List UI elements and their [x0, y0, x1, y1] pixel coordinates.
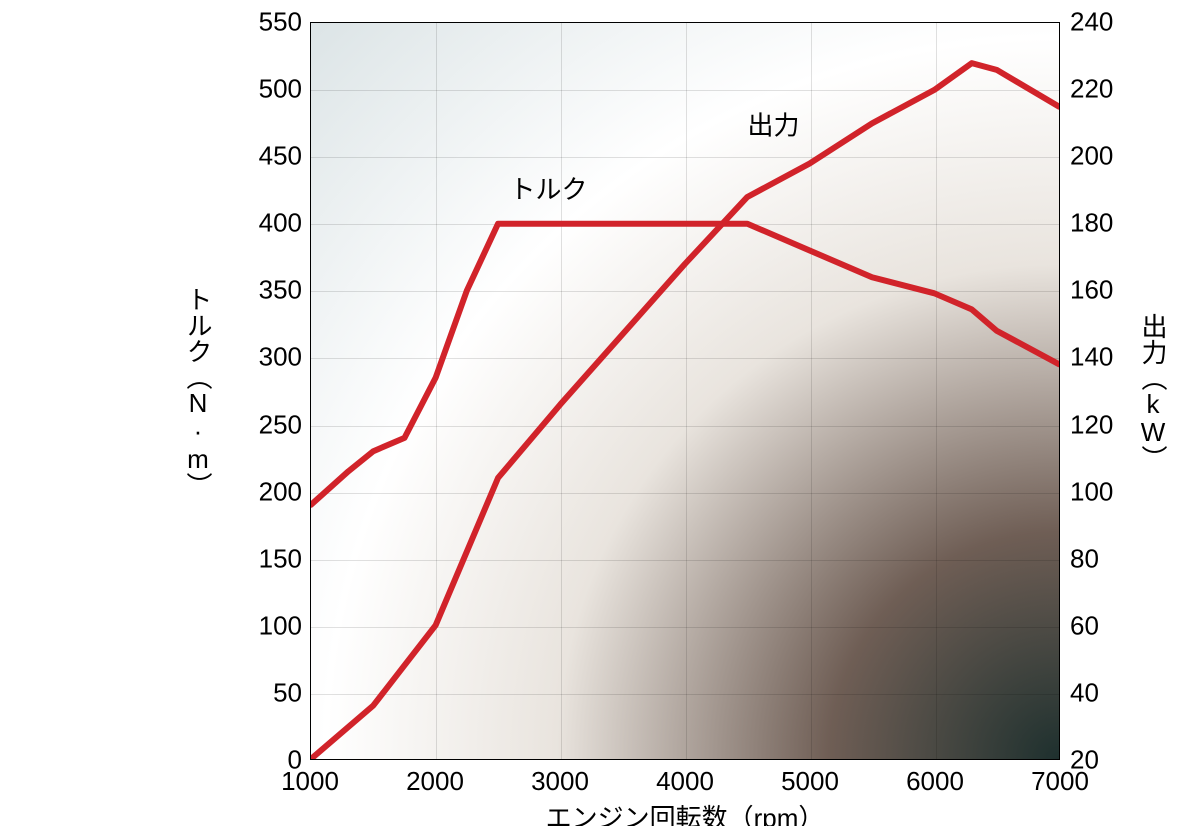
y-right-tick: 140	[1070, 342, 1113, 373]
y-right-title-text: 出力	[1138, 313, 1168, 365]
y-left-title-text: トルク	[183, 286, 213, 364]
y-left-title: トルク（N·m）	[180, 286, 217, 496]
y-right-tick: 180	[1070, 208, 1113, 239]
y-right-tick: 100	[1070, 476, 1113, 507]
y-left-tick: 150	[232, 543, 302, 574]
y-left-tick: 250	[232, 409, 302, 440]
y-left-tick: 350	[232, 275, 302, 306]
y-right-tick: 20	[1070, 745, 1099, 776]
y-right-tick: 80	[1070, 543, 1099, 574]
y-left-tick: 0	[232, 745, 302, 776]
y-right-tick: 160	[1070, 275, 1113, 306]
y-right-title: 出力（kW）	[1135, 313, 1172, 469]
x-tick: 5000	[781, 766, 839, 797]
y-right-tick: 200	[1070, 141, 1113, 172]
y-left-tick: 550	[232, 7, 302, 38]
y-left-tick: 300	[232, 342, 302, 373]
x-tick: 4000	[656, 766, 714, 797]
plot-lines	[311, 23, 1059, 759]
x-axis-title: エンジン回転数（rpm）	[546, 798, 825, 826]
x-tick: 2000	[406, 766, 464, 797]
x-tick: 6000	[906, 766, 964, 797]
chart-stage: トルク出力 1000200030004000500060007000 05010…	[0, 0, 1200, 826]
y-left-tick: 100	[232, 610, 302, 641]
y-right-tick: 60	[1070, 610, 1099, 641]
y-right-tick: 120	[1070, 409, 1113, 440]
plot-area: トルク 出力	[310, 22, 1060, 760]
y-left-tick: 50	[232, 677, 302, 708]
y-left-title-unit: （N·m）	[183, 364, 213, 496]
y-right-title-unit: （kW）	[1138, 365, 1168, 469]
y-right-tick: 220	[1070, 74, 1113, 105]
y-left-tick: 200	[232, 476, 302, 507]
y-left-tick: 400	[232, 208, 302, 239]
series-label-power: 出力	[747, 105, 799, 142]
x-tick: 3000	[531, 766, 589, 797]
y-left-tick: 450	[232, 141, 302, 172]
series-label-torque: トルク	[509, 170, 587, 207]
y-right-tick: 240	[1070, 7, 1113, 38]
y-right-tick: 40	[1070, 677, 1099, 708]
y-left-tick: 500	[232, 74, 302, 105]
